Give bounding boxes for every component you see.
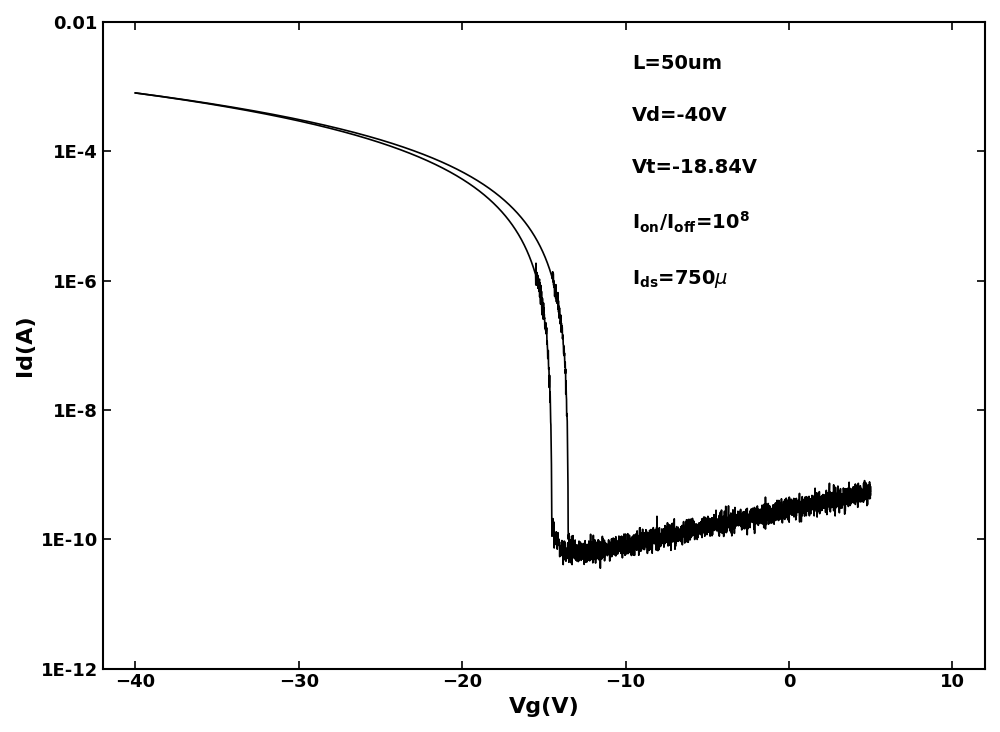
X-axis label: Vg(V): Vg(V): [508, 697, 579, 717]
Text: Vd=-40V: Vd=-40V: [632, 106, 728, 125]
Text: Vt=-18.84V: Vt=-18.84V: [632, 158, 758, 177]
Text: I$_{\mathregular{on}}$/I$_{\mathregular{off}}$=10$^{\mathregular{8}}$: I$_{\mathregular{on}}$/I$_{\mathregular{…: [632, 209, 750, 235]
Text: I$_{\mathregular{ds}}$=750$\mu$: I$_{\mathregular{ds}}$=750$\mu$: [632, 268, 729, 290]
Y-axis label: Id(A): Id(A): [15, 315, 35, 376]
Text: L=50um: L=50um: [632, 54, 722, 73]
